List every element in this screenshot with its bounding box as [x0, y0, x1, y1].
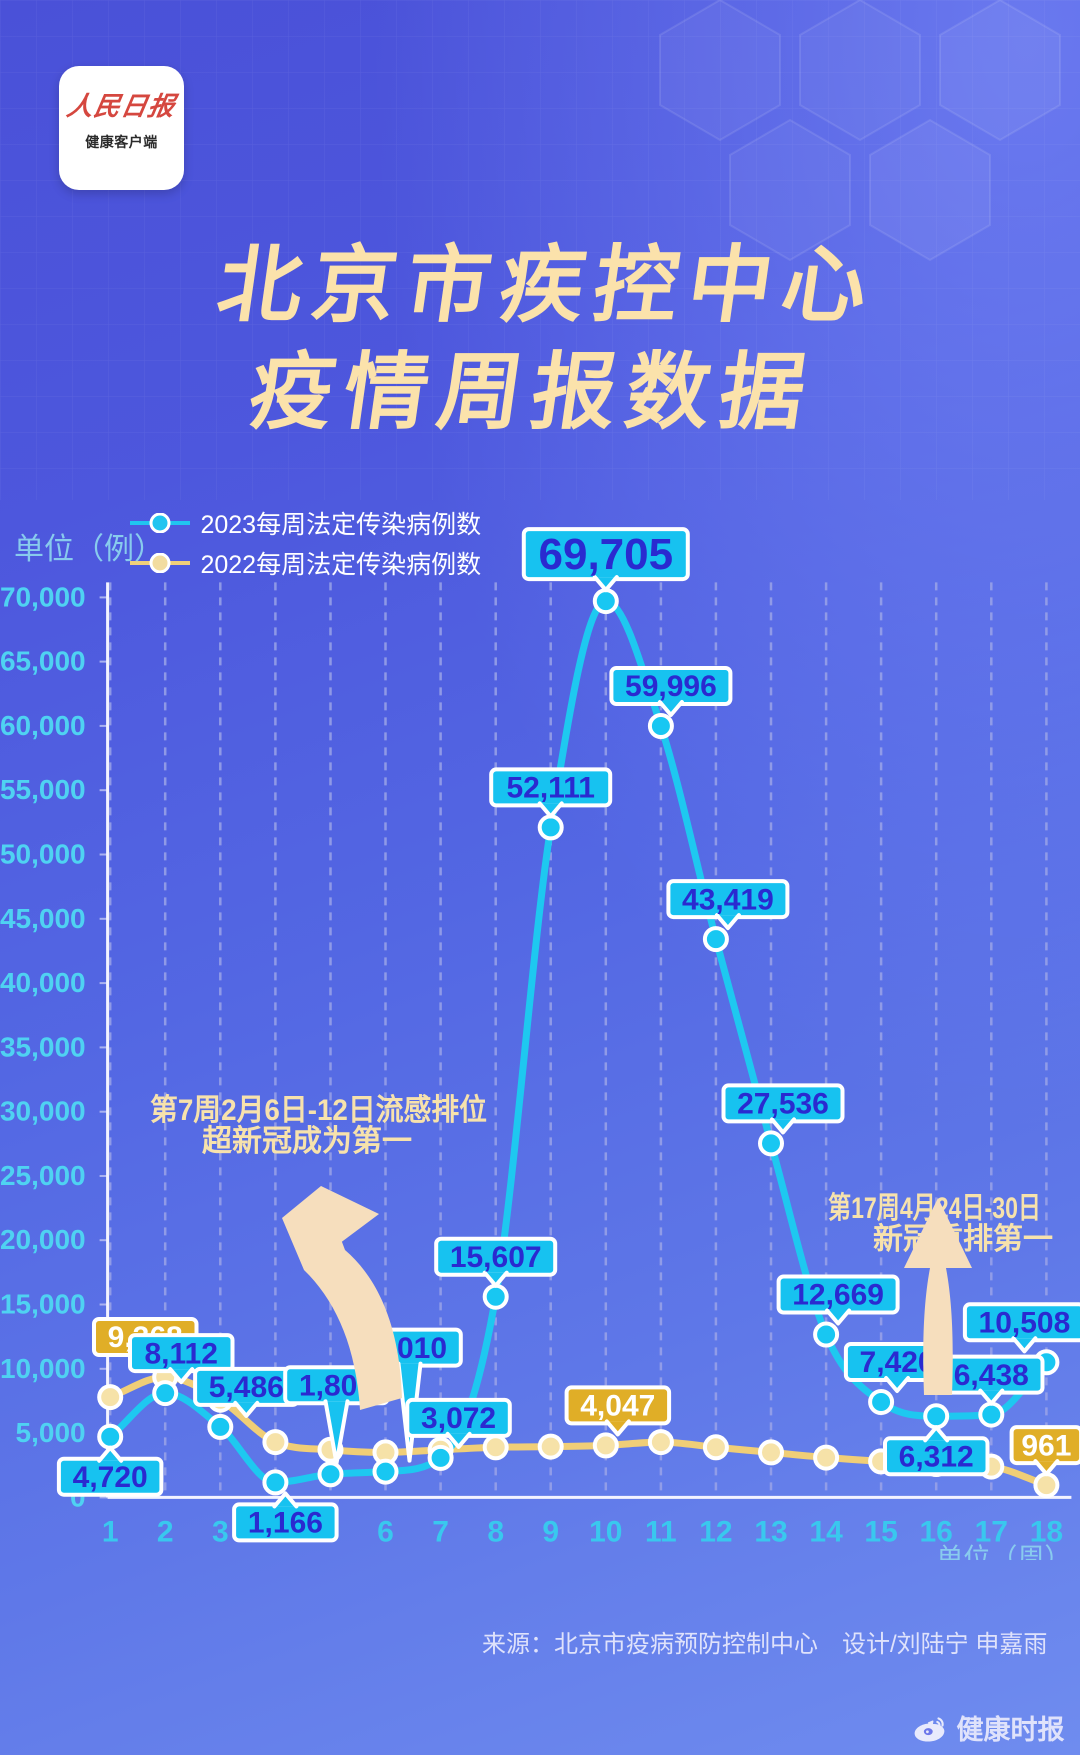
svg-text:30,000: 30,000: [0, 1096, 86, 1127]
svg-text:超新冠成为第一: 超新冠成为第一: [202, 1124, 412, 1158]
svg-text:3,072: 3,072: [421, 1402, 496, 1435]
svg-text:11: 11: [645, 1515, 677, 1548]
svg-text:12,669: 12,669: [792, 1279, 884, 1312]
svg-text:65,000: 65,000: [0, 646, 86, 677]
svg-text:15,000: 15,000: [0, 1289, 86, 1320]
svg-text:14: 14: [809, 1515, 843, 1548]
svg-text:10,000: 10,000: [0, 1353, 86, 1384]
svg-text:7: 7: [432, 1515, 449, 1548]
svg-text:70,000: 70,000: [0, 581, 86, 612]
svg-text:第7周2月6日-12日流感排位: 第7周2月6日-12日流感排位: [150, 1093, 487, 1127]
svg-text:6,438: 6,438: [954, 1359, 1029, 1392]
svg-text:2: 2: [157, 1515, 174, 1548]
svg-text:43,419: 43,419: [682, 883, 774, 916]
svg-text:6,312: 6,312: [899, 1441, 974, 1474]
svg-text:5,486: 5,486: [209, 1371, 284, 1404]
svg-text:4,720: 4,720: [73, 1461, 148, 1494]
svg-text:45,000: 45,000: [0, 903, 86, 934]
svg-text:55,000: 55,000: [0, 774, 86, 805]
svg-text:50,000: 50,000: [0, 839, 86, 870]
svg-text:12: 12: [699, 1515, 732, 1548]
svg-text:5,000: 5,000: [16, 1417, 86, 1448]
svg-text:20,000: 20,000: [0, 1224, 86, 1255]
svg-text:8: 8: [487, 1515, 504, 1548]
svg-text:单位（周）: 单位（周）: [936, 1543, 1071, 1560]
svg-text:10: 10: [589, 1515, 622, 1548]
svg-text:25,000: 25,000: [0, 1160, 86, 1191]
svg-text:961: 961: [1021, 1429, 1071, 1462]
svg-text:15,607: 15,607: [450, 1241, 542, 1274]
svg-text:1: 1: [102, 1515, 119, 1548]
svg-text:6: 6: [377, 1515, 394, 1548]
svg-text:8,112: 8,112: [144, 1337, 217, 1370]
svg-text:15: 15: [864, 1515, 897, 1548]
svg-text:60,000: 60,000: [0, 710, 86, 741]
svg-text:35,000: 35,000: [0, 1031, 86, 1062]
svg-text:3: 3: [212, 1515, 229, 1548]
svg-text:59,996: 59,996: [625, 670, 717, 703]
svg-text:69,705: 69,705: [539, 530, 674, 579]
svg-text:40,000: 40,000: [0, 967, 86, 998]
svg-text:13: 13: [754, 1515, 787, 1548]
svg-text:10,508: 10,508: [979, 1307, 1071, 1340]
svg-text:4,047: 4,047: [580, 1390, 655, 1423]
svg-text:9: 9: [542, 1515, 559, 1548]
svg-text:27,536: 27,536: [737, 1088, 829, 1121]
svg-text:1,166: 1,166: [248, 1507, 323, 1540]
svg-text:单位（例）: 单位（例）: [14, 533, 164, 566]
svg-text:52,111: 52,111: [506, 772, 594, 805]
